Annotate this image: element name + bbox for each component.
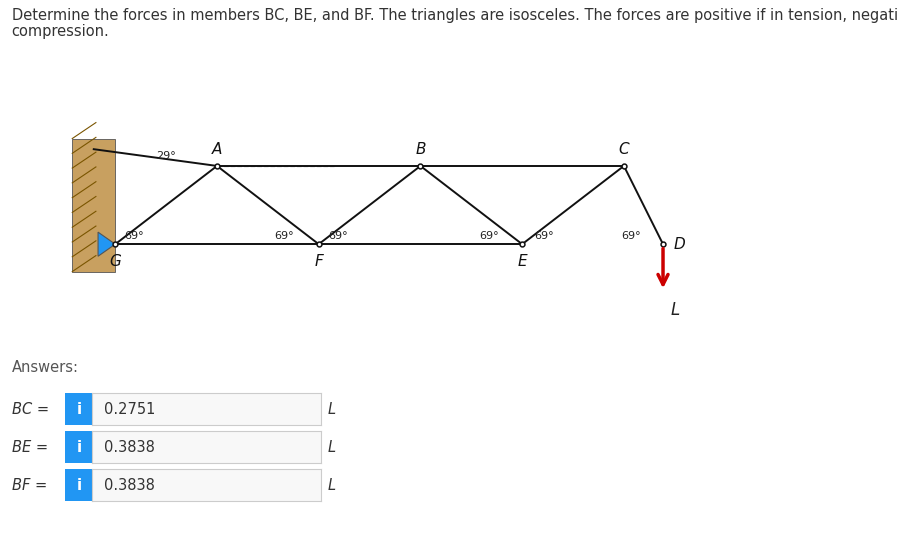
Text: L: L <box>671 300 680 319</box>
Text: 69°: 69° <box>274 231 293 241</box>
Text: L: L <box>327 478 335 493</box>
Text: 29°: 29° <box>157 151 177 161</box>
Text: BC =: BC = <box>12 402 48 417</box>
Text: 69°: 69° <box>125 231 144 241</box>
Text: 69°: 69° <box>328 231 348 241</box>
Text: 0.3838: 0.3838 <box>104 478 154 493</box>
Polygon shape <box>98 232 116 256</box>
Text: 69°: 69° <box>479 231 499 241</box>
Text: i: i <box>76 440 82 455</box>
Text: 0.2751: 0.2751 <box>104 402 155 417</box>
Text: 69°: 69° <box>534 231 553 241</box>
Text: D: D <box>673 237 685 251</box>
Text: A: A <box>212 141 222 157</box>
Text: i: i <box>76 402 82 417</box>
Text: BF =: BF = <box>12 478 47 493</box>
Text: BE =: BE = <box>12 440 48 455</box>
Text: i: i <box>76 478 82 493</box>
Text: compression.: compression. <box>12 24 109 40</box>
Text: E: E <box>518 254 527 269</box>
Text: G: G <box>109 254 121 269</box>
Text: Determine the forces in members BC, BE, and BF. The triangles are isosceles. The: Determine the forces in members BC, BE, … <box>12 8 897 23</box>
Text: F: F <box>314 254 323 269</box>
Text: 0.3838: 0.3838 <box>104 440 154 455</box>
Text: C: C <box>619 141 629 157</box>
Text: L: L <box>327 402 335 417</box>
Text: L: L <box>327 440 335 455</box>
Text: Answers:: Answers: <box>12 360 79 376</box>
Bar <box>73 139 116 272</box>
Text: B: B <box>415 141 426 157</box>
Text: 69°: 69° <box>622 231 641 241</box>
